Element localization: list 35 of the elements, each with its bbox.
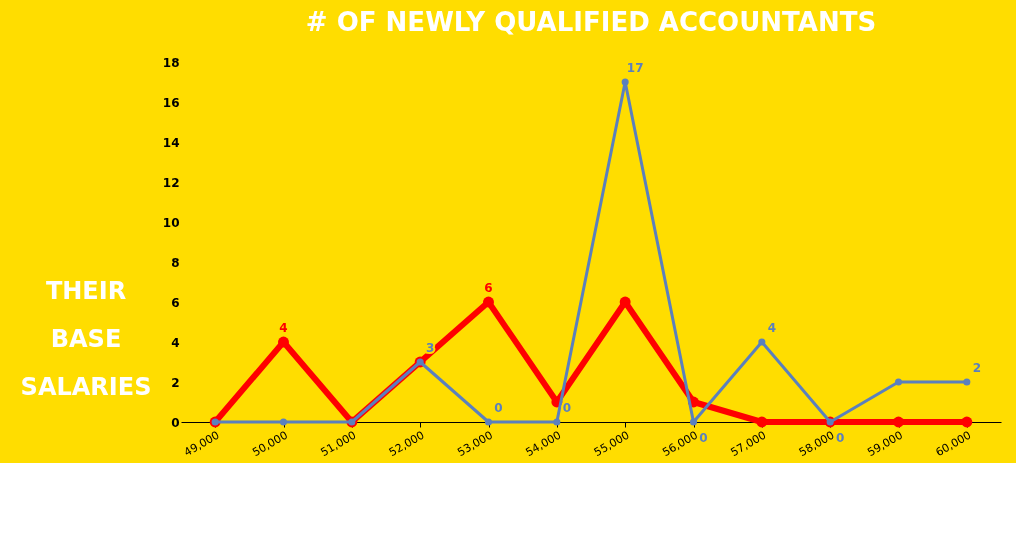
data-label: 0 bbox=[835, 431, 845, 445]
y-tick-label: 8 bbox=[171, 255, 180, 270]
point bbox=[278, 336, 289, 348]
y-tick-label: 14 bbox=[162, 135, 180, 150]
data-label: 0 bbox=[494, 401, 503, 415]
text: THEIR BASE SALARIES bbox=[20, 277, 152, 401]
y-tick-label: 4 bbox=[171, 335, 180, 350]
data-label: 4 bbox=[279, 321, 288, 335]
data-label: 0 bbox=[562, 401, 572, 415]
y-tick-label: 2 bbox=[171, 375, 180, 390]
point bbox=[484, 418, 493, 426]
y-tick-label: 6 bbox=[171, 295, 180, 310]
point bbox=[553, 418, 561, 426]
chart-title: # OF NEWLY QUALIFIED ACCOUNTANTS bbox=[305, 7, 877, 37]
y-tick-label: 12 bbox=[162, 175, 180, 190]
data-label: 4 bbox=[767, 321, 777, 335]
point bbox=[758, 338, 766, 346]
point bbox=[756, 416, 768, 428]
data-label: 2 bbox=[972, 361, 982, 375]
point bbox=[483, 296, 494, 308]
data-label: 17 bbox=[626, 61, 644, 75]
point bbox=[619, 296, 631, 308]
point bbox=[963, 378, 971, 386]
point bbox=[621, 78, 629, 86]
data-label: 0 bbox=[699, 431, 708, 445]
point bbox=[961, 416, 973, 428]
y-tick-label: 16 bbox=[162, 95, 180, 110]
point bbox=[893, 416, 904, 428]
y-tick-label: 0 bbox=[171, 415, 180, 430]
point bbox=[894, 378, 903, 386]
point bbox=[689, 418, 698, 426]
y-tick-label: 18 bbox=[162, 55, 180, 70]
data-label: 6 bbox=[484, 281, 493, 295]
y-tick-label: 10 bbox=[162, 215, 180, 230]
point bbox=[279, 418, 288, 426]
